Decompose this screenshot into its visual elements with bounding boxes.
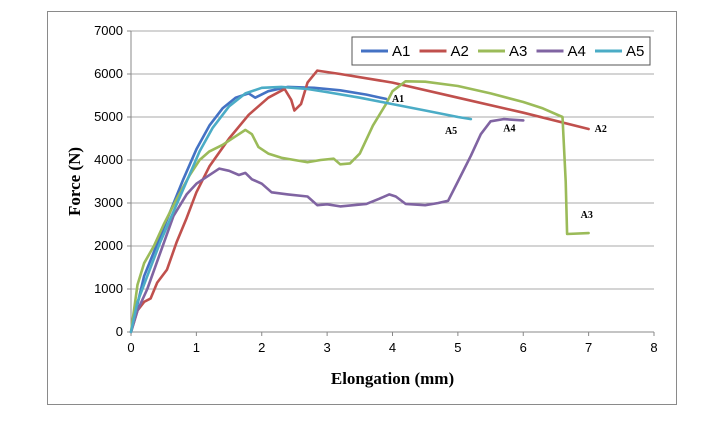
end-label-a4: A4 <box>503 123 515 134</box>
y-tick-label: 6000 <box>94 66 123 81</box>
y-tick-label: 2000 <box>94 238 123 253</box>
grid-layer <box>131 30 654 290</box>
end-label-a2: A2 <box>595 124 607 135</box>
series-line-a1 <box>129 85 388 334</box>
y-tick-label: 0 <box>116 324 123 339</box>
x-tick-label: 6 <box>520 340 527 355</box>
series-layer <box>129 69 590 334</box>
legend-label-a3: A3 <box>509 43 527 60</box>
legend-label-a5: A5 <box>626 43 644 60</box>
series-line-a4 <box>129 117 525 334</box>
end-label-a1: A1 <box>392 94 404 105</box>
x-tick-label: 4 <box>389 340 396 355</box>
end-label-a3: A3 <box>581 210 593 221</box>
x-tick-label: 1 <box>193 340 200 355</box>
legend: A1 A2 A3 A4 A5 <box>351 36 651 66</box>
series-line-a2 <box>129 69 590 334</box>
x-tick-label: 2 <box>258 340 265 355</box>
x-tick-label: 7 <box>585 340 592 355</box>
x-axis-title: Elongation (mm) <box>331 369 454 388</box>
legend-label-a2: A2 <box>451 43 469 60</box>
y-tick-label: 3000 <box>94 195 123 210</box>
x-tick-label: 3 <box>324 340 331 355</box>
end-label-layer: A1 A2 A3 A4 A5 <box>392 94 607 221</box>
legend-label-a1: A1 <box>392 43 410 60</box>
x-tick-label: 0 <box>127 340 134 355</box>
y-tick-label: 4000 <box>94 152 123 167</box>
y-axis-title: Force (N) <box>65 147 84 216</box>
y-tick-label: 1000 <box>94 281 123 296</box>
y-tick-label: 5000 <box>94 109 123 124</box>
axis-layer: 0 1000 2000 3000 4000 5000 6000 7000 0 1 2 3 4 5 6 7 8 <box>94 23 658 355</box>
x-tick-label: 8 <box>650 340 657 355</box>
legend-label-a4: A4 <box>568 43 586 60</box>
y-tick-label: 7000 <box>94 23 123 38</box>
series-line-a5 <box>129 85 473 334</box>
x-tick-label: 5 <box>454 340 461 355</box>
end-label-a5: A5 <box>445 126 457 137</box>
